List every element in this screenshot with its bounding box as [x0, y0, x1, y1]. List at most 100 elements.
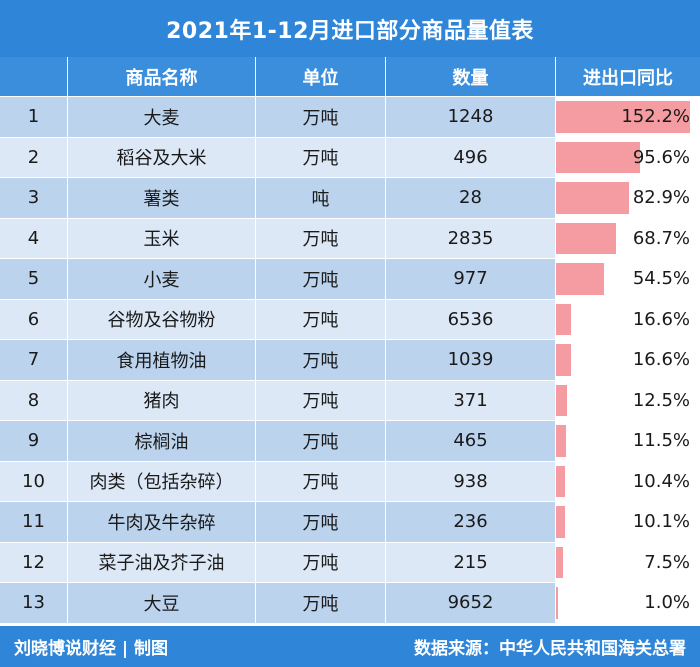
- row-yoy: 68.7%: [556, 218, 700, 258]
- yoy-bar: [556, 222, 617, 254]
- row-yoy: 152.2%: [556, 97, 700, 137]
- row-quantity: 236: [386, 502, 556, 542]
- row-unit: 万吨: [256, 340, 386, 380]
- row-name: 谷物及谷物粉: [68, 299, 256, 339]
- row-yoy: 95.6%: [556, 137, 700, 177]
- yoy-bar: [556, 587, 558, 619]
- table-body: 1 大麦 万吨 1248 152.2% 2 稻谷及大米 万吨 496 95.6% 3 薯类吨 28 82.…: [0, 97, 700, 624]
- row-quantity: 371: [386, 380, 556, 420]
- yoy-label: 1.0%: [644, 592, 690, 614]
- row-unit: 万吨: [256, 421, 386, 461]
- row-unit: 万吨: [256, 218, 386, 258]
- row-yoy: 12.5%: [556, 380, 700, 420]
- yoy-bar: [556, 465, 566, 497]
- row-unit: 万吨: [256, 137, 386, 177]
- row-quantity: 215: [386, 542, 556, 582]
- row-index: 5: [0, 259, 68, 299]
- row-yoy: 10.4%: [556, 461, 700, 501]
- table-row: 2 稻谷及大米 万吨 496 95.6%: [0, 137, 700, 178]
- yoy-bar: [556, 263, 604, 295]
- yoy-bar: [556, 506, 565, 538]
- yoy-label: 68.7%: [632, 227, 690, 249]
- yoy-bar: [556, 141, 641, 173]
- row-quantity: 6536: [386, 299, 556, 339]
- row-index: 12: [0, 542, 68, 582]
- row-quantity: 1248: [386, 97, 556, 137]
- footer: 刘晓博说财经 | 制图 数据来源：中华人民共和国海关总署: [0, 626, 700, 667]
- row-name: 猪肉: [68, 380, 256, 420]
- row-name: 肉类（包括杂碎）: [68, 461, 256, 501]
- row-name: 食用植物油: [68, 340, 256, 380]
- row-unit: 万吨: [256, 461, 386, 501]
- row-name: 棕榈油: [68, 421, 256, 461]
- row-index: 6: [0, 299, 68, 339]
- yoy-label: 12.5%: [632, 389, 690, 411]
- row-quantity: 496: [386, 137, 556, 177]
- row-quantity: 9652: [386, 583, 556, 623]
- yoy-label: 54.5%: [632, 268, 690, 290]
- header-name: 商品名称: [68, 57, 256, 96]
- yoy-label: 7.5%: [644, 551, 690, 573]
- table-row: 9 棕榈油 万吨 465 11.5%: [0, 421, 700, 462]
- table-row: 13 大豆 万吨 9652 1.0%: [0, 583, 700, 624]
- table-row: 4 玉米 万吨 2835 68.7%: [0, 218, 700, 259]
- row-index: 4: [0, 218, 68, 258]
- row-name: 玉米: [68, 218, 256, 258]
- table-row: 7 食用植物油 万吨 1039 16.6%: [0, 340, 700, 381]
- table-row: 11 牛肉及牛杂碎 万吨 236 10.1%: [0, 502, 700, 543]
- table-header-row: 商品名称 单位 数量 进出口同比: [0, 57, 700, 97]
- yoy-label: 16.6%: [632, 308, 690, 330]
- yoy-bar: [556, 546, 563, 578]
- table-row: 12 菜子油及芥子油 万吨 215 7.5%: [0, 542, 700, 583]
- row-quantity: 2835: [386, 218, 556, 258]
- yoy-label: 10.4%: [632, 470, 690, 492]
- row-name: 稻谷及大米: [68, 137, 256, 177]
- row-index: 13: [0, 583, 68, 623]
- row-quantity: 1039: [386, 340, 556, 380]
- row-quantity: 465: [386, 421, 556, 461]
- footer-source: 数据来源：中华人民共和国海关总署: [414, 639, 686, 659]
- row-index: 7: [0, 340, 68, 380]
- row-unit: 万吨: [256, 542, 386, 582]
- row-yoy: 82.9%: [556, 178, 700, 218]
- row-index: 8: [0, 380, 68, 420]
- row-name: 牛肉及牛杂碎: [68, 502, 256, 542]
- yoy-label: 16.6%: [632, 349, 690, 371]
- yoy-bar: [556, 303, 571, 335]
- row-index: 1: [0, 97, 68, 137]
- header-yoy: 进出口同比: [556, 57, 700, 96]
- header-quantity: 数量: [386, 57, 556, 96]
- footer-credit: 刘晓博说财经 | 制图: [14, 639, 169, 659]
- table-row: 1 大麦 万吨 1248 152.2%: [0, 97, 700, 138]
- yoy-label: 152.2%: [621, 106, 690, 128]
- row-index: 3: [0, 178, 68, 218]
- row-name: 小麦: [68, 259, 256, 299]
- table-row: 5 小麦 万吨 977 54.5%: [0, 259, 700, 300]
- yoy-bar: [556, 425, 567, 457]
- header-unit: 单位: [256, 57, 386, 96]
- table-row: 6 谷物及谷物粉 万吨 6536 16.6%: [0, 299, 700, 340]
- row-unit: 万吨: [256, 259, 386, 299]
- row-yoy: 16.6%: [556, 299, 700, 339]
- yoy-bar: [556, 344, 571, 376]
- row-index: 9: [0, 421, 68, 461]
- yoy-bar: [556, 182, 629, 214]
- row-unit: 万吨: [256, 583, 386, 623]
- row-index: 11: [0, 502, 68, 542]
- row-name: 大豆: [68, 583, 256, 623]
- row-yoy: 11.5%: [556, 421, 700, 461]
- yoy-bar: [556, 384, 567, 416]
- row-unit: 万吨: [256, 502, 386, 542]
- yoy-label: 82.9%: [632, 187, 690, 209]
- row-index: 2: [0, 137, 68, 177]
- yoy-label: 11.5%: [632, 430, 690, 452]
- row-unit: 万吨: [256, 299, 386, 339]
- row-yoy: 10.1%: [556, 502, 700, 542]
- yoy-bar: [556, 101, 690, 133]
- table-row: 8 猪肉 万吨 371 12.5%: [0, 380, 700, 421]
- row-name: 薯类: [68, 178, 256, 218]
- row-yoy: 54.5%: [556, 259, 700, 299]
- row-name: 菜子油及芥子油: [68, 542, 256, 582]
- row-name: 大麦: [68, 97, 256, 137]
